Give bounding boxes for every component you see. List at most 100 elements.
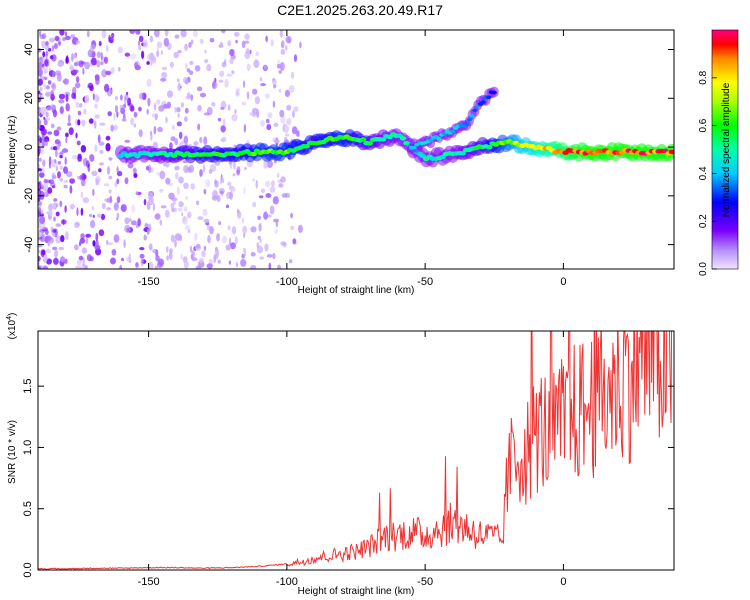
noise-speckle	[52, 232, 56, 238]
noise-speckle	[271, 180, 275, 188]
noise-speckle	[92, 188, 95, 197]
noise-speckle	[209, 226, 214, 235]
noise-speckle	[120, 204, 127, 213]
spectrogram-y-tick-label: 20	[23, 92, 35, 104]
noise-speckle	[260, 188, 266, 193]
noise-speckle	[75, 82, 81, 89]
noise-speckle	[59, 151, 64, 155]
noise-speckle	[92, 240, 96, 247]
noise-speckle	[199, 38, 204, 44]
noise-speckle	[292, 110, 295, 118]
noise-speckle	[174, 239, 177, 248]
noise-speckle	[203, 188, 207, 195]
noise-speckle	[149, 35, 153, 43]
noise-speckle	[39, 171, 45, 178]
noise-speckle	[98, 141, 105, 146]
noise-speckle	[193, 30, 198, 37]
noise-speckle	[199, 92, 207, 98]
noise-speckle	[50, 104, 56, 110]
noise-speckle	[206, 263, 213, 269]
noise-speckle	[219, 70, 225, 77]
noise-speckle	[290, 212, 293, 219]
noise-speckle	[91, 57, 97, 66]
ridge-band-core	[303, 144, 310, 149]
noise-speckle	[184, 107, 189, 114]
noise-speckle	[116, 170, 123, 177]
noise-speckle	[194, 232, 198, 241]
noise-speckle	[39, 87, 43, 91]
noise-speckle	[246, 63, 251, 71]
noise-speckle	[166, 246, 169, 253]
snr-x-tick-label: -50	[417, 576, 433, 588]
noise-speckle	[276, 172, 280, 178]
noise-speckle	[44, 58, 50, 67]
noise-speckle	[212, 190, 219, 199]
noise-speckle	[65, 103, 70, 112]
noise-speckle	[264, 243, 269, 252]
noise-speckle	[233, 161, 236, 170]
noise-speckle	[222, 136, 227, 143]
noise-speckle	[226, 73, 233, 77]
noise-speckle	[53, 216, 56, 222]
noise-speckle	[88, 118, 94, 124]
noise-speckle	[235, 262, 238, 268]
noise-speckle	[242, 80, 246, 88]
noise-speckle	[152, 202, 155, 212]
noise-speckle	[154, 265, 158, 269]
noise-speckle	[65, 136, 68, 144]
noise-speckle	[229, 242, 236, 250]
noise-speckle	[57, 171, 61, 179]
noise-speckle	[63, 179, 69, 184]
noise-speckle	[103, 183, 110, 187]
noise-speckle	[132, 167, 137, 175]
noise-speckle	[148, 243, 153, 251]
noise-speckle	[45, 91, 51, 97]
noise-speckle	[86, 160, 90, 168]
noise-speckle	[234, 236, 238, 245]
noise-speckle	[60, 235, 65, 243]
noise-speckle	[99, 162, 104, 166]
noise-speckle	[174, 34, 180, 39]
noise-speckle	[288, 259, 293, 264]
noise-speckle	[159, 219, 163, 226]
noise-speckle	[42, 159, 46, 167]
noise-speckle	[77, 110, 82, 116]
noise-speckle	[151, 113, 155, 118]
colorbar-tick-label: 0.4	[698, 166, 709, 180]
noise-speckle	[38, 106, 41, 115]
noise-speckle	[133, 173, 138, 178]
noise-speckle	[38, 250, 42, 253]
colorbar-ticks: 0.0 0.2 0.4 0.6 0.8	[698, 70, 717, 276]
noise-speckle	[114, 105, 119, 114]
noise-speckle	[127, 162, 134, 169]
spectrogram-marks	[38, 30, 674, 269]
noise-speckle	[80, 145, 87, 153]
noise-speckle	[96, 59, 101, 68]
noise-speckle	[123, 239, 126, 249]
noise-speckle	[225, 244, 231, 251]
noise-speckle	[280, 241, 287, 246]
noise-speckle	[143, 198, 147, 206]
noise-speckle	[229, 191, 234, 200]
noise-speckle	[113, 234, 120, 243]
noise-speckle	[138, 129, 143, 138]
noise-speckle	[195, 243, 201, 249]
noise-speckle	[135, 262, 139, 268]
noise-speckle	[80, 207, 84, 216]
noise-speckle	[273, 218, 279, 223]
noise-speckle	[69, 178, 75, 184]
noise-speckle	[98, 229, 105, 237]
noise-speckle	[164, 30, 169, 37]
noise-speckle	[204, 49, 207, 54]
noise-speckle	[63, 184, 68, 189]
noise-speckle	[130, 117, 135, 126]
branch-band-core	[486, 95, 492, 100]
noise-speckle	[241, 40, 246, 49]
noise-speckle	[79, 174, 82, 181]
noise-speckle	[224, 78, 229, 88]
noise-speckle	[105, 45, 109, 52]
noise-speckle	[105, 135, 111, 141]
noise-speckle	[51, 83, 55, 89]
noise-speckle	[100, 52, 103, 61]
